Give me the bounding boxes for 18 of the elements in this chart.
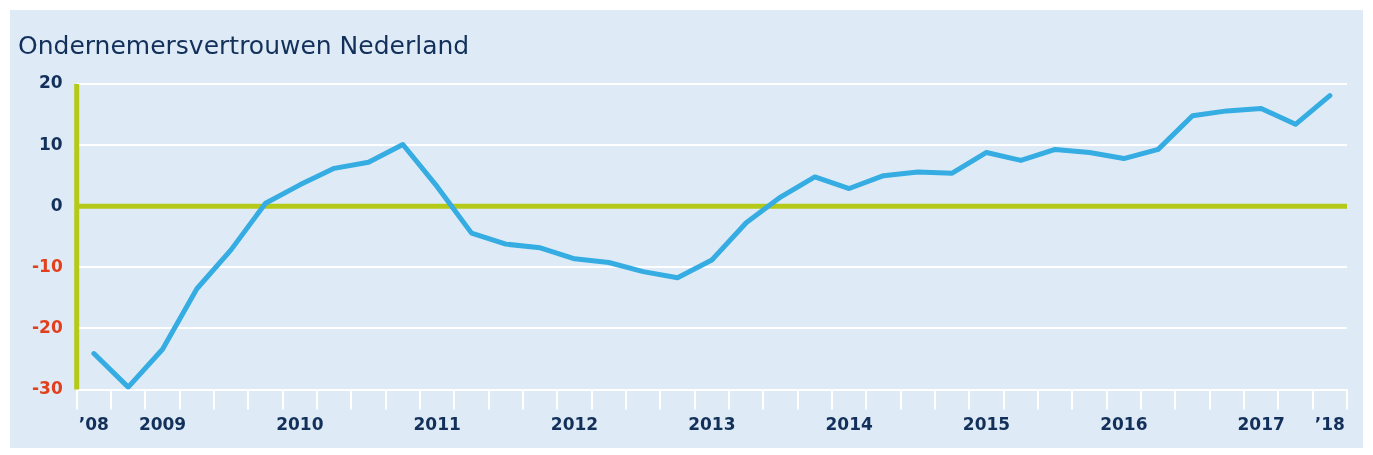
y-tick-label: -10 [31,255,63,276]
x-tick-label: 2011 [413,414,461,435]
chart-title: Ondernemersvertrouwen Nederland [18,30,470,60]
x-tick-label: ’08 [78,414,109,435]
x-tick-label: 2015 [962,414,1011,435]
y-tick-label: 20 [39,72,63,93]
x-tick-label: 2009 [138,414,187,435]
x-tick-label: 2010 [276,414,324,435]
x-tick-label: 2014 [825,414,874,435]
x-tick-label: 2013 [688,414,736,435]
y-tick-label: 0 [50,194,63,215]
x-tick-label: 2017 [1237,414,1285,435]
y-tick-label: -30 [31,378,63,399]
y-tick-label: -20 [31,316,63,337]
y-tick-label: 10 [39,133,63,154]
x-tick-label: 2012 [550,414,599,435]
x-tick-label: 2016 [1100,414,1148,435]
x-tick-label: ’18 [1314,414,1345,435]
